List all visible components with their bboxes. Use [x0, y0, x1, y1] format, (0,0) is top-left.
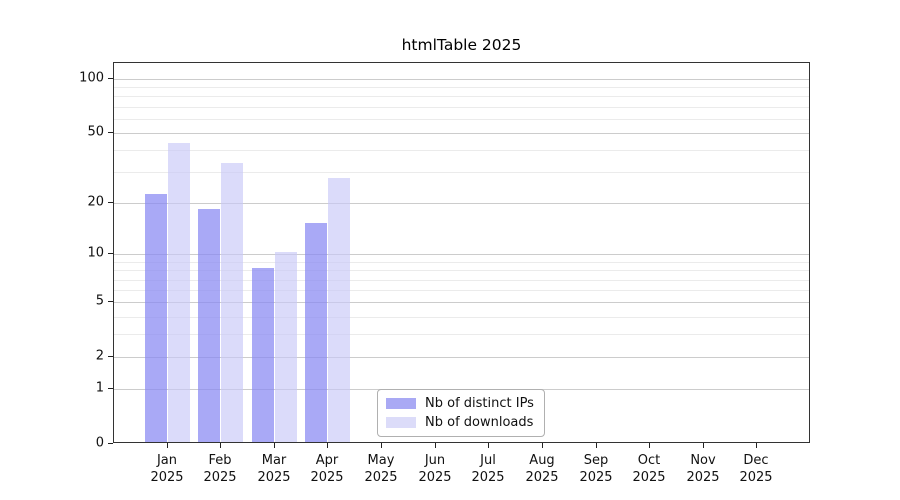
x-tick-mark: [596, 443, 597, 448]
minor-gridline: [114, 280, 809, 281]
x-tick-label: Jan 2025: [150, 453, 184, 485]
x-tick-label: Oct 2025: [632, 453, 666, 485]
y-tick-label: 2: [95, 348, 104, 364]
x-tick-label: Aug 2025: [525, 453, 559, 485]
bar-downloads-mar: [275, 252, 297, 442]
minor-gridline: [114, 317, 809, 318]
x-tick-mark: [488, 443, 489, 448]
x-tick-label: Jun 2025: [418, 453, 452, 485]
bar-distinct-ips-apr: [305, 223, 327, 442]
x-tick-mark: [703, 443, 704, 448]
legend-item-downloads: Nb of downloads: [386, 415, 536, 430]
minor-gridline: [114, 150, 809, 151]
x-tick-mark: [435, 443, 436, 448]
y-tick-mark: [108, 253, 113, 254]
x-tick-mark: [167, 443, 168, 448]
legend-swatch-distinct-ips: [386, 398, 416, 409]
x-tick-label: Mar 2025: [257, 453, 291, 485]
y-tick-mark: [108, 388, 113, 389]
y-tick-label: 100: [79, 70, 104, 86]
x-tick-label: Sep 2025: [579, 453, 613, 485]
y-tick-mark: [108, 301, 113, 302]
x-tick-mark: [542, 443, 543, 448]
y-tick-mark: [108, 132, 113, 133]
bar-downloads-jan: [168, 143, 190, 442]
y-tick-label: 10: [87, 245, 104, 261]
major-gridline: [114, 302, 809, 303]
legend-swatch-downloads: [386, 417, 416, 428]
y-tick-label: 50: [87, 124, 104, 140]
x-tick-mark: [381, 443, 382, 448]
x-tick-mark: [756, 443, 757, 448]
y-tick-mark: [108, 356, 113, 357]
minor-gridline: [114, 270, 809, 271]
chart-title: htmlTable 2025: [401, 36, 522, 54]
legend-label-distinct-ips: Nb of distinct IPs: [425, 396, 534, 411]
x-tick-label: Apr 2025: [310, 453, 344, 485]
x-tick-mark: [274, 443, 275, 448]
minor-gridline: [114, 262, 809, 263]
minor-gridline: [114, 87, 809, 88]
bar-distinct-ips-mar: [252, 268, 274, 442]
y-tick-label: 20: [87, 194, 104, 210]
minor-gridline: [114, 290, 809, 291]
x-tick-mark: [220, 443, 221, 448]
y-tick-label: 1: [95, 380, 104, 396]
legend-label-downloads: Nb of downloads: [425, 415, 534, 430]
x-tick-mark: [649, 443, 650, 448]
major-gridline: [114, 357, 809, 358]
major-gridline: [114, 133, 809, 134]
minor-gridline: [114, 334, 809, 335]
plot-area: [113, 62, 810, 443]
major-gridline: [114, 254, 809, 255]
minor-gridline: [114, 172, 809, 173]
x-tick-label: Nov 2025: [686, 453, 720, 485]
bar-downloads-apr: [328, 178, 350, 442]
y-tick-mark: [108, 78, 113, 79]
x-tick-label: Jul 2025: [471, 453, 505, 485]
bar-distinct-ips-jan: [145, 194, 167, 442]
y-tick-mark: [108, 443, 113, 444]
major-gridline: [114, 203, 809, 204]
bar-downloads-feb: [221, 163, 243, 442]
x-tick-label: May 2025: [364, 453, 398, 485]
minor-gridline: [114, 107, 809, 108]
legend-box: Nb of distinct IPs Nb of downloads: [377, 389, 545, 437]
legend-item-distinct-ips: Nb of distinct IPs: [386, 396, 536, 411]
x-tick-label: Dec 2025: [739, 453, 773, 485]
x-tick-label: Feb 2025: [203, 453, 237, 485]
y-tick-mark: [108, 202, 113, 203]
minor-gridline: [114, 119, 809, 120]
major-gridline: [114, 79, 809, 80]
y-tick-label: 0: [95, 435, 104, 451]
x-tick-mark: [327, 443, 328, 448]
y-tick-label: 5: [95, 293, 104, 309]
minor-gridline: [114, 96, 809, 97]
bar-distinct-ips-feb: [198, 209, 220, 442]
